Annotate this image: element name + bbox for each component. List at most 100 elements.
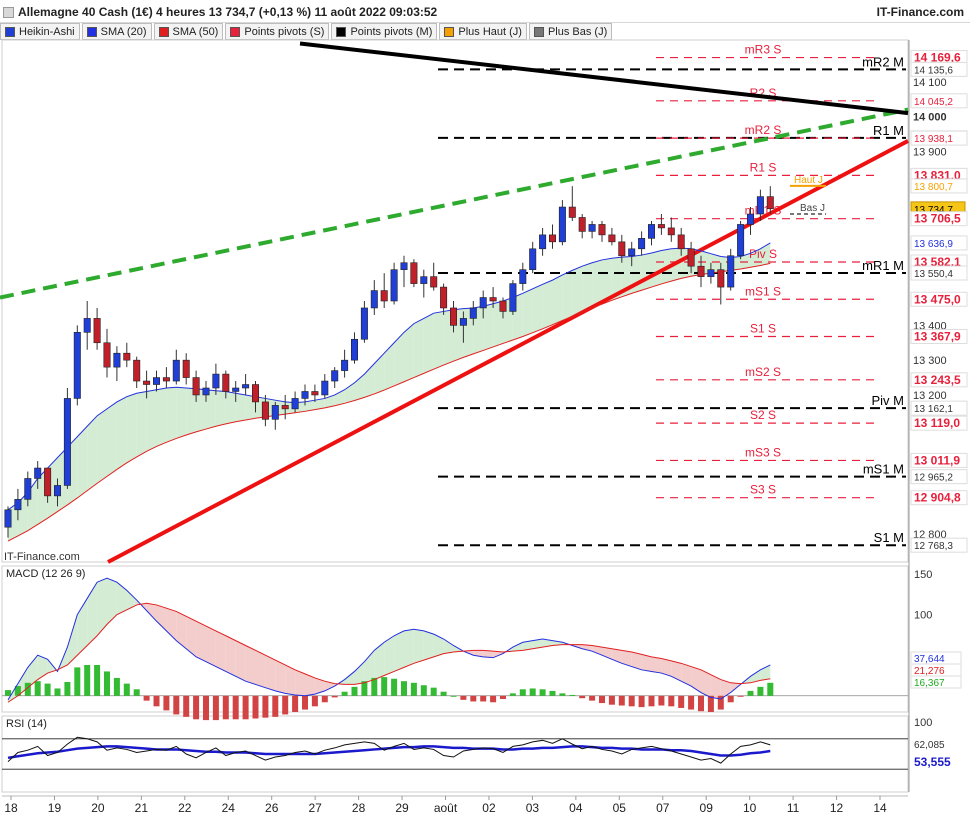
price-panel — [1, 39, 909, 563]
macd-fill-segment — [354, 661, 365, 685]
x-tick-label: 28 — [352, 801, 366, 815]
legend-label: Points pivots (S) — [244, 25, 325, 38]
legend-label: SMA (50) — [172, 25, 219, 38]
sma-fill-segment — [394, 332, 404, 386]
candle-body — [182, 359, 190, 378]
legend-item-0[interactable]: Heikin-Ashi — [0, 23, 80, 40]
x-tick-label: 04 — [569, 801, 583, 815]
price-label-box — [910, 452, 968, 468]
macd-fill-segment — [542, 639, 553, 648]
macd-fill-segment — [126, 590, 137, 610]
x-tick-label: août — [434, 801, 458, 815]
macd-histogram-bar — [212, 695, 219, 721]
macd-value-label: 16,367 — [914, 678, 945, 689]
price-level-label: 12 904,8 — [914, 491, 961, 505]
legend-item-4[interactable]: Points pivots (M) — [331, 23, 438, 40]
candle-body — [291, 398, 299, 410]
trendline-black — [299, 41, 909, 116]
macd-histogram-bar — [163, 695, 170, 711]
macd-fill-segment — [324, 681, 335, 691]
candle-body — [667, 227, 675, 236]
macd-histogram-bar — [628, 695, 635, 707]
x-tick-label: 11 — [787, 801, 800, 815]
macd-histogram-bar — [14, 686, 21, 696]
pivot-s-label: mS2 S — [745, 365, 781, 379]
macd-fill-segment — [651, 656, 662, 674]
macd-fill-segment — [37, 655, 48, 680]
trendline-green — [0, 107, 909, 300]
macd-histogram-bar — [480, 695, 487, 702]
watermark-label: IT-Finance.com — [4, 551, 80, 563]
candle-body — [440, 286, 448, 309]
candle-body — [153, 377, 161, 385]
legend-item-1[interactable]: SMA (20) — [81, 23, 152, 40]
macd-fill-segment — [681, 663, 692, 687]
macd-fill-segment — [176, 611, 187, 649]
candle-body — [598, 224, 606, 236]
candle-body — [469, 307, 477, 319]
sma-fill-segment — [176, 387, 187, 439]
macd-histogram-bar — [94, 664, 101, 696]
candle-body — [697, 265, 705, 277]
macd-fill-segment — [186, 616, 197, 657]
candle-body — [370, 290, 378, 309]
macd-histogram-bar — [381, 677, 388, 696]
price-level-label: 13 582,1 — [914, 255, 961, 269]
macd-fill-segment — [592, 645, 602, 656]
macd-fill-segment — [77, 598, 88, 656]
sma-fill-segment — [710, 253, 721, 274]
macd-histogram-bar — [331, 695, 338, 698]
macd-histogram-bar — [54, 688, 61, 696]
x-tick-label: 10 — [743, 801, 757, 815]
x-tick-label: 24 — [222, 801, 236, 815]
legend-item-2[interactable]: SMA (50) — [153, 23, 224, 40]
sma-fill-segment — [592, 259, 602, 308]
macd-histogram-bar — [589, 695, 596, 701]
candle-body — [766, 196, 774, 210]
pivot-m-label: mS1 M — [863, 462, 904, 477]
candle-body — [400, 262, 408, 270]
sma-fill-segment — [423, 313, 434, 374]
price-tick-label: 14 000 — [913, 112, 947, 124]
candle-body — [44, 467, 52, 497]
price-level-label: 13 243,5 — [914, 373, 961, 387]
candle-body — [737, 224, 745, 257]
macd-value-label: 21,276 — [914, 666, 945, 677]
macd-fill-segment — [691, 666, 701, 693]
macd-histogram-bar — [143, 695, 150, 701]
candle-body — [212, 373, 220, 389]
macd-value-box — [910, 675, 962, 689]
macd-histogram-bar — [559, 693, 566, 696]
x-tick-label: 18 — [4, 801, 18, 815]
candle-body — [618, 241, 626, 257]
sma-fill-segment — [324, 394, 335, 408]
x-tick-label: 29 — [395, 801, 409, 815]
legend-item-3[interactable]: Points pivots (S) — [225, 23, 330, 40]
candle-body — [390, 269, 398, 302]
macd-fill-segment — [384, 635, 395, 676]
macd-histogram-bar — [153, 695, 160, 707]
price-label-box — [910, 211, 968, 227]
macd-fill-segment — [285, 664, 296, 695]
macd-histogram-bar — [569, 694, 576, 696]
legend-label: Plus Haut (J) — [458, 25, 522, 38]
candle-body — [232, 387, 240, 392]
pivot-m-label: mR2 M — [862, 54, 904, 69]
sma-fill-segment — [146, 389, 157, 452]
macd-fill-segment — [404, 629, 414, 668]
price-level-label: 14 135,6 — [914, 65, 953, 76]
price-level-label: 13 800,7 — [914, 182, 953, 193]
price-label-box — [910, 291, 968, 307]
macd-histogram-bar — [64, 681, 71, 696]
sma-fill-segment — [404, 323, 414, 382]
sma-fill-segment — [760, 242, 771, 266]
macd-fill-segment — [314, 677, 325, 695]
macd-histogram-bar — [74, 667, 81, 696]
macd-fill-segment — [552, 640, 563, 646]
candle-body — [162, 377, 170, 382]
candle-body — [677, 234, 685, 250]
macd-histogram-bar — [707, 695, 714, 712]
x-tick-label: 07 — [656, 801, 670, 815]
sma-fill-segment — [641, 252, 652, 291]
chart-icon[interactable] — [3, 7, 14, 18]
